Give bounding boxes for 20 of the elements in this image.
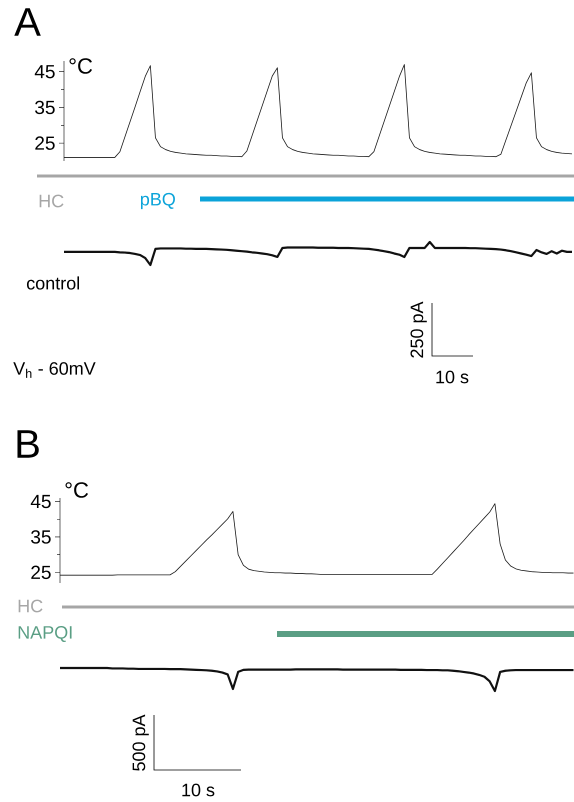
y-tick-label: 35 — [35, 100, 55, 114]
text: 500 pA — [132, 714, 149, 771]
y-tick-label: 45 — [30, 494, 51, 508]
text: pBQ — [140, 192, 175, 210]
y-tick-label: 45 — [34, 65, 55, 78]
chart-title: A — [14, 8, 41, 36]
y-tick-label: 25 — [31, 566, 51, 580]
text: 10 s — [182, 784, 214, 796]
text: V$_{h}$ - 60mV — [13, 362, 96, 378]
text: 250 pA — [410, 302, 427, 358]
text: 10 s — [436, 370, 468, 384]
text: NAPQI — [18, 626, 72, 642]
text: HC — [40, 194, 64, 208]
y-tick-label: 25 — [35, 136, 55, 150]
text: control — [26, 276, 80, 290]
y-tick-label: 35 — [31, 530, 51, 544]
y-axis-title: °C — [70, 58, 92, 74]
text: HC — [18, 600, 43, 612]
chart-title: B — [17, 430, 39, 458]
y-axis-title: °C — [66, 482, 88, 498]
